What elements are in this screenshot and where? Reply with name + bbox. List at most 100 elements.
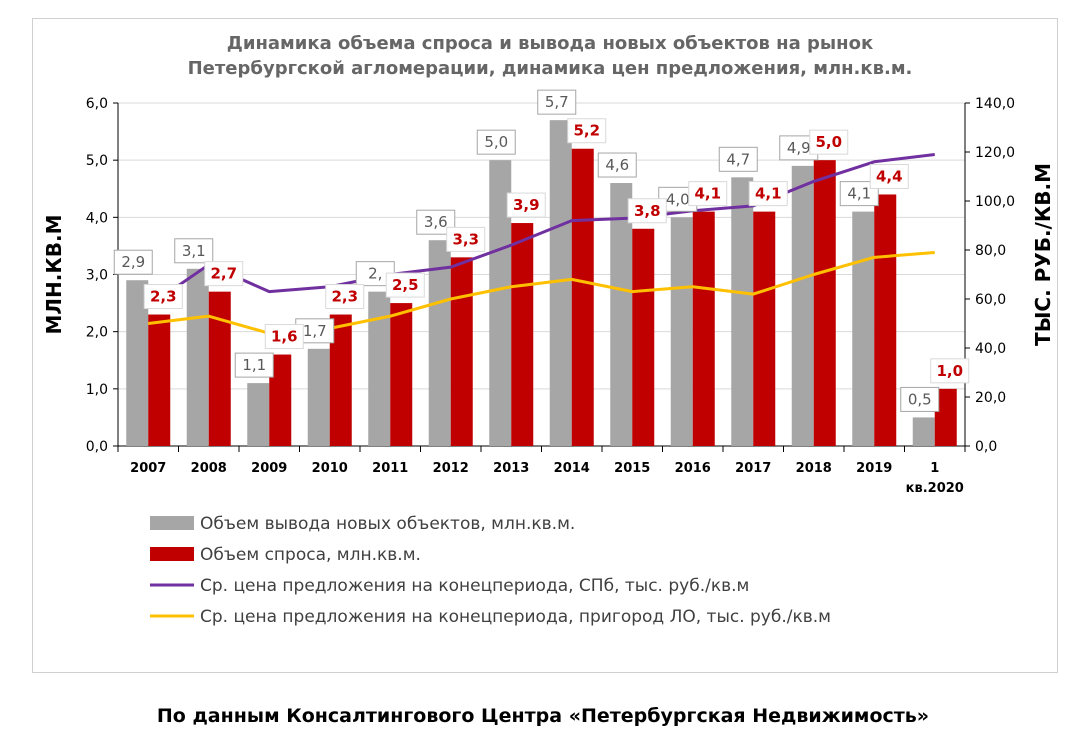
data-label-supply: 4,7 [726,150,750,168]
right-tick-label: 20,0 [975,390,1006,406]
data-label-box [900,386,940,412]
x-category-label: 2009 [251,461,287,476]
x-category-label: 2012 [433,461,469,476]
data-label-demand: 1,0 [936,362,963,380]
bar-supply [670,217,693,446]
chart-svg: Динамика объема спроса и вывода новых об… [42,33,1055,627]
data-label-supply: 4,9 [787,139,811,157]
data-label-box [809,129,849,155]
right-tick-label: 60,0 [975,292,1006,308]
data-label-box [688,181,728,207]
data-label-demand: 5,0 [815,133,842,151]
left-tick-label: 3,0 [86,268,108,284]
x-category-label: 2017 [735,461,771,476]
data-label-box [718,146,758,172]
data-label-box [385,272,425,298]
x-category-label: 2018 [796,461,832,476]
bar-supply [126,280,149,446]
data-label-box [930,358,970,384]
bar-supply [428,240,451,446]
right-tick-label: 80,0 [975,243,1006,259]
x-category-label: 2007 [130,461,166,476]
left-tick-label: 5,0 [86,153,108,169]
bar-demand [571,148,594,446]
data-label-supply: 2,9 [121,253,145,271]
data-label-demand: 4,1 [694,185,721,203]
bar-demand [692,211,715,446]
bar-demand [753,211,776,446]
data-label-box [204,261,244,287]
bar-supply [368,291,391,446]
data-label-demand: 4,4 [876,167,903,185]
bar-supply [307,348,330,446]
data-label-box [839,181,879,207]
x-category-label: 2013 [493,461,529,476]
right-tick-label: 120,0 [975,145,1015,161]
legend-label: Ср. цена предложения на конецпериода, СП… [200,576,749,596]
right-tick-label: 0,0 [975,439,997,455]
legend-swatch [150,547,194,561]
legend-label: Объем спроса, млн.кв.м. [200,545,421,565]
legend-label: Объем вывода новых объектов, млн.кв.м. [200,514,575,534]
data-label-supply: 2, [368,265,382,283]
chart-title-line: Петербургской агломерации, динамика цен … [188,58,913,79]
data-label-demand: 1,6 [271,328,298,346]
data-label-box [597,152,637,178]
data-label-box [234,352,274,378]
data-label-box [264,324,304,350]
x-category-label: кв.2020 [906,481,964,496]
bar-demand [329,314,352,446]
data-label-demand: 3,8 [634,202,661,220]
right-axis-title: ТЫС. РУБ./КВ.М [1031,163,1055,346]
bar-supply [610,183,633,447]
bar-demand [813,160,836,446]
line-spb-price [147,152,935,308]
bar-supply [852,211,875,446]
data-label-box [627,198,667,224]
data-label-demand: 4,1 [755,185,782,203]
data-label-supply: 4,6 [605,156,629,174]
data-label-box [174,238,214,264]
data-label-supply: 5,7 [545,93,569,111]
data-label-supply: 5,0 [484,133,508,151]
data-label-box [476,129,516,155]
left-tick-label: 1,0 [86,382,108,398]
data-label-demand: 3,3 [452,230,479,248]
bar-supply [912,417,935,446]
bar-demand [269,354,292,446]
data-label-demand: 5,2 [573,122,600,140]
bar-supply [791,165,814,446]
bar-supply [549,120,572,447]
x-category-label: 2014 [554,461,590,476]
data-label-box [506,192,546,218]
data-label-demand: 2,3 [150,288,177,306]
data-label-supply: 3,1 [182,242,206,260]
x-category-label: 2010 [312,461,348,476]
left-tick-label: 4,0 [86,210,108,226]
bar-demand [390,303,413,446]
data-label-box [143,284,183,310]
data-label-box [446,226,486,252]
right-tick-label: 140,0 [975,96,1015,112]
data-label-supply: 4,0 [666,190,690,208]
data-label-box [537,89,577,115]
data-label-demand: 2,5 [392,276,419,294]
left-tick-label: 2,0 [86,325,108,341]
legend-swatch [150,516,194,530]
data-label-supply: 1,7 [303,322,327,340]
left-axis-title: МЛН.КВ.М [42,215,66,335]
data-label-box [748,181,788,207]
right-tick-label: 100,0 [975,194,1015,210]
bar-supply [731,177,754,447]
bar-demand [632,228,655,446]
bar-demand [148,314,171,446]
chart-title-line: Динамика объема спроса и вывода новых об… [227,33,873,54]
bar-supply [489,160,512,446]
x-category-label: 2016 [675,461,711,476]
right-tick-label: 40,0 [975,341,1006,357]
legend-label: Ср. цена предложения на конецпериода, пр… [200,607,831,627]
bar-demand [934,388,957,446]
x-category-label: 2015 [614,461,650,476]
left-tick-label: 0,0 [86,439,108,455]
x-category-label: 1 [930,461,939,476]
